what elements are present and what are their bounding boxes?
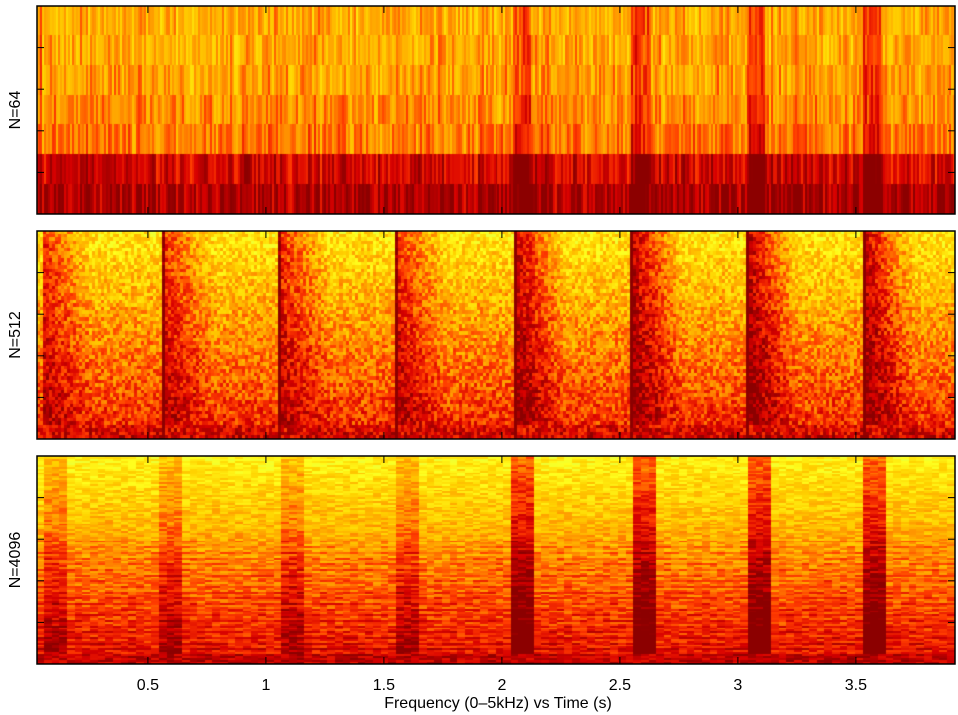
heatmap-image — [37, 456, 955, 664]
x-tick-label: 1 — [261, 677, 270, 694]
spectrogram-panel-64: N=64 — [7, 5, 956, 215]
spectrogram-panel-4096: N=4096 — [7, 455, 956, 665]
panel-frame — [36, 5, 956, 215]
spectrogram-panel-512: N=512 — [7, 230, 956, 440]
x-tick-label: 2 — [497, 677, 506, 694]
x-tick-label: 2.5 — [609, 677, 631, 694]
heatmap-cells — [37, 6, 955, 214]
heatmap-image — [37, 231, 955, 439]
x-tick-label: 1.5 — [373, 677, 395, 694]
panel-frame — [36, 230, 956, 440]
panel-frame — [36, 455, 956, 665]
x-axis: 0.5 1 1.5 2 2.5 3 3.5 — [137, 677, 867, 694]
x-tick-label: 3.5 — [845, 677, 867, 694]
panel-label: N=4096 — [7, 532, 24, 589]
heatmap-cells — [37, 456, 955, 664]
x-axis-label: Frequency (0–5kHz) vs Time (s) — [384, 695, 612, 712]
panel-label: N=512 — [7, 311, 24, 359]
heatmap-cells — [37, 231, 955, 439]
x-tick-label: 0.5 — [137, 677, 159, 694]
panel-label: N=64 — [7, 91, 24, 130]
heatmap-image — [37, 6, 955, 214]
spectrogram-panels: N=64 N=512 N=4096 — [7, 5, 956, 665]
x-tick-label: 3 — [733, 677, 742, 694]
